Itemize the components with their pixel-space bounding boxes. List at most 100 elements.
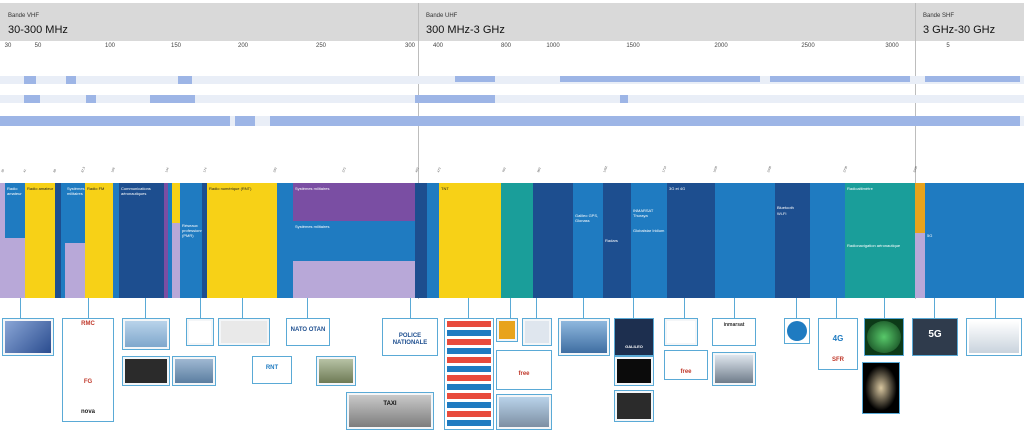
logo-free: free: [518, 371, 530, 377]
alloc-block: [533, 183, 573, 298]
frequency-label: 30: [0, 168, 6, 173]
thumb-radio-device: [122, 356, 170, 386]
alloc-block: [277, 183, 293, 298]
thumb-gps-device: [614, 390, 654, 422]
occupancy-stripes: [0, 76, 1024, 128]
alloc-block: Galileo GPS, Glonass: [573, 183, 603, 298]
scale-tick: 150: [170, 43, 182, 49]
connector-line: [684, 298, 685, 318]
alloc-block: 3G et 4G: [667, 183, 715, 298]
band-header-shf: Bande SHF 3 GHz-30 GHz: [915, 3, 1024, 41]
alloc-label: 3G et 4G: [669, 186, 686, 191]
logo-5g: 5G: [928, 329, 942, 340]
frequency-label: 230: [272, 166, 278, 173]
logo-nova: nova: [80, 409, 95, 415]
connector-line: [200, 298, 201, 318]
thumb-military-vehicle: [316, 356, 356, 386]
connector-line: [934, 298, 935, 318]
scale-tick: 30: [4, 43, 12, 49]
alloc-block: [810, 183, 845, 298]
band-label: Bande SHF: [923, 13, 955, 19]
thumb-police: POLICE NATIONALE: [382, 318, 438, 356]
ship-icon: [175, 359, 213, 383]
connector-line: [307, 298, 308, 318]
card-terminal-icon: [667, 321, 695, 343]
thumb-nato: NATO OTAN: [286, 318, 330, 346]
alloc-block: [65, 243, 85, 298]
alloc-block: INMARSAT Thuraya Globalstar Iridium: [631, 183, 667, 298]
band-header-uhf: Bande UHF 300 MHz-3 GHz: [418, 3, 915, 41]
airliner-icon: [561, 321, 607, 353]
frequency-label: 68: [52, 168, 58, 173]
thumb-tv-logos: [444, 318, 494, 430]
connector-line: [796, 298, 797, 318]
alloc-label: Systèmes militaires: [295, 224, 330, 229]
frequency-label: 2700: [842, 165, 849, 173]
alloc-block: [0, 183, 5, 298]
connector-line: [633, 298, 634, 318]
stripe-segment: [770, 76, 910, 82]
galaxy-icon: [865, 365, 897, 411]
thumb-bluetooth: [784, 318, 810, 344]
thumb-4g: 4G SFR: [818, 318, 858, 370]
scale-tick: 1000: [546, 43, 560, 49]
band-label: Bande VHF: [8, 13, 40, 19]
connector-line: [20, 298, 21, 318]
alloc-label: Communications aéronautiques: [121, 186, 151, 196]
stripe-segment: [270, 116, 1020, 126]
thumb-train: [496, 394, 552, 430]
frequency-label: 470: [436, 166, 442, 173]
alloc-block: Réseaux professionnels (PMR): [180, 183, 202, 298]
walkie-talkie-icon: [525, 321, 549, 343]
scale-tick: 250: [315, 43, 327, 49]
logo-rmc: RMC: [81, 321, 95, 327]
logo-rnt: RNT: [265, 365, 279, 371]
stripe-segment: [415, 95, 495, 103]
gps-icon: [617, 393, 651, 419]
frequency-label: 3400: [912, 165, 919, 173]
stripe-segment: [150, 95, 195, 103]
alloc-block: [164, 183, 168, 298]
taxi-icon: [349, 395, 431, 427]
alloc-label: Radionavigation aéronautique: [847, 243, 901, 248]
connector-line: [734, 298, 735, 318]
connector-line: [583, 298, 584, 318]
scale-tick: 100: [104, 43, 116, 49]
stripe-segment: [66, 76, 76, 84]
scale-tick: 200: [237, 43, 249, 49]
thumb-airliner: [558, 318, 610, 356]
stripe-segment: [86, 95, 96, 103]
thumb-iot: [496, 318, 518, 342]
alloc-block: [172, 183, 180, 223]
thumb-galileo: GALILEO: [614, 318, 654, 356]
airplane-icon: [125, 321, 167, 347]
connector-line: [88, 298, 89, 318]
frequency-label: 400: [414, 166, 420, 173]
alloc-label: Radio numérique (RNT): [209, 186, 252, 191]
alloc-label: Réseaux professionnels (PMR): [182, 223, 202, 238]
alloc-block: Systèmes militaires: [65, 183, 85, 243]
alloc-label: Radio FM: [87, 186, 105, 191]
alloc-label: Systèmes militaires: [295, 186, 330, 191]
logo-free: free: [680, 369, 692, 375]
stripe-segment: [235, 116, 255, 126]
thumb-rnt: RNT: [252, 356, 292, 384]
thumb-hearing-aid: [186, 318, 214, 346]
alloc-block: [501, 183, 533, 298]
thumb-5g: 5G: [912, 318, 958, 356]
stripe-segment: [560, 76, 760, 82]
frequency-label: 1920: [712, 165, 719, 173]
scale-tick: 2500: [801, 43, 815, 49]
frequency-label: 41: [22, 168, 28, 173]
alloc-block: Radars: [603, 183, 631, 298]
connector-line: [510, 298, 511, 318]
drone-icon: [969, 321, 1019, 353]
frequency-label: 960: [536, 166, 542, 173]
connector-line: [410, 298, 411, 318]
alloc-block: Radio amateur: [5, 183, 25, 238]
alloc-label: Globalstar Iridium: [633, 228, 665, 233]
alloc-label: Radio amateur: [7, 186, 22, 196]
connector-line: [884, 298, 885, 318]
frequency-label: 273: [341, 166, 347, 173]
alloc-block: [715, 183, 775, 298]
